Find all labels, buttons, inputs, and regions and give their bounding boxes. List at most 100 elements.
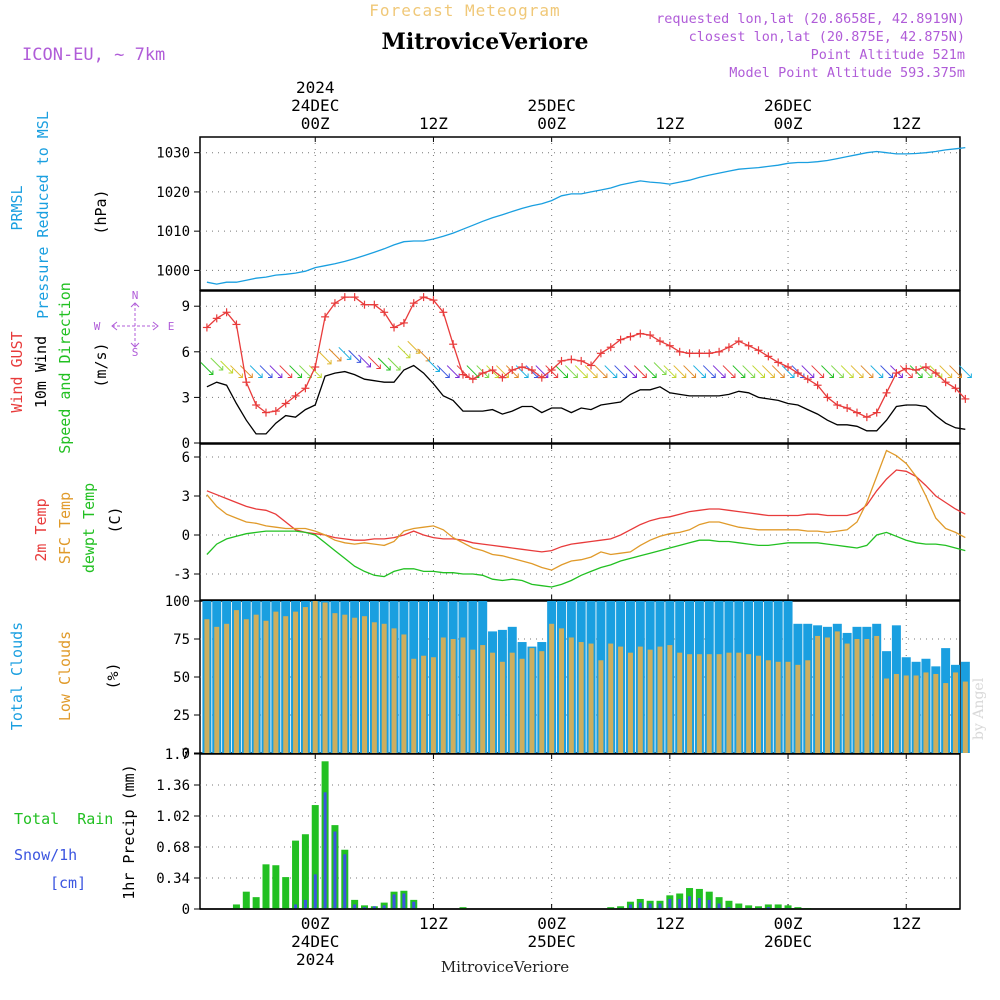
low-cloud-bar: [687, 654, 693, 753]
wind-direction-arrow-head: [366, 362, 371, 368]
wind-dir-label: Speed and Direction: [56, 282, 74, 454]
gust-marker: [439, 308, 448, 317]
wind-direction-arrow-head: [287, 373, 293, 379]
gust-marker: [271, 407, 280, 416]
wind-direction-arrow-head: [661, 370, 667, 376]
watermark: by Angel: [971, 677, 987, 740]
low-cloud-bar: [696, 654, 702, 753]
low-cloud-bar: [834, 631, 840, 753]
wind-direction-arrow-head: [967, 373, 972, 379]
wind-direction-arrow: [683, 365, 697, 379]
wind-direction-arrow: [643, 365, 657, 379]
low-cloud-bar: [726, 652, 732, 753]
rain-bar: [311, 805, 319, 909]
wind-direction-arrow-head: [573, 373, 578, 379]
gust-marker: [350, 293, 359, 302]
wind-direction-arrow: [338, 346, 352, 360]
low-cloud-bar: [893, 673, 899, 753]
low-cloud-bar: [233, 610, 239, 753]
wind-direction-arrow-shaft: [653, 362, 667, 375]
wind-direction-arrow: [732, 365, 746, 379]
low-cloud-bar: [588, 643, 594, 753]
wind-direction-arrow: [939, 365, 953, 379]
compass-e: E: [168, 320, 175, 333]
wind-direction-arrow-shaft: [200, 362, 214, 375]
rain-bar: [754, 906, 762, 909]
wind-direction-arrow: [279, 365, 293, 379]
y-tick-label: 1020: [156, 185, 190, 201]
location-title: MitroviceVeriore: [382, 29, 589, 55]
gust-marker: [508, 366, 517, 375]
wind-direction-arrow-shaft: [584, 365, 598, 378]
wind-direction-arrow: [220, 360, 234, 374]
gust-marker: [370, 300, 379, 309]
wind-direction-arrow-shaft: [860, 365, 874, 378]
sfc-temp-label: SFC Temp: [56, 492, 74, 564]
wind-direction-arrow: [387, 357, 401, 371]
snow-bar: [766, 907, 770, 909]
low-cloud-bar: [755, 655, 761, 753]
wind-direction-arrow-shaft: [702, 365, 716, 378]
gust-marker: [468, 375, 477, 384]
bottom-time-label: 00Z: [774, 914, 803, 933]
gust-marker: [212, 314, 221, 323]
wind-speed-label: 10m Wind: [32, 336, 50, 408]
top-time-label: 26DEC: [764, 96, 812, 115]
gust-marker: [872, 408, 881, 417]
gust-marker: [360, 300, 369, 309]
wind-direction-arrow: [949, 365, 962, 379]
gust-marker: [793, 369, 802, 378]
low-cloud-bar: [933, 673, 939, 753]
snow-bar: [697, 898, 701, 909]
wind-direction-arrow-head: [642, 373, 647, 379]
wind-direction-arrow: [821, 365, 834, 379]
y-tick-label: 25: [173, 708, 190, 724]
wind-direction-arrow: [348, 350, 362, 363]
compass-w: W: [94, 320, 101, 333]
snow-label: Snow/1h: [14, 846, 77, 864]
y-tick-label: 0: [182, 528, 190, 544]
wind-direction-arrow-head: [208, 370, 214, 376]
wind-direction-arrow: [574, 365, 588, 379]
wind-direction-arrow-head: [593, 373, 598, 379]
y-tick-label: 1030: [156, 146, 190, 162]
low-cloud-bar: [627, 652, 633, 753]
low-cloud-bar: [844, 643, 850, 753]
low-cloud-bar: [647, 649, 653, 753]
low-cloud-bar: [371, 622, 377, 753]
wind-direction-arrow-head: [514, 373, 519, 379]
compass-n: N: [132, 289, 139, 302]
wind-direction-arrow-shaft: [643, 365, 657, 378]
wind-direction-arrow-shaft: [801, 365, 815, 378]
snow-bar: [727, 907, 731, 909]
rain-bar: [745, 905, 753, 909]
gust-marker: [665, 341, 674, 350]
y-tick-label: 100: [165, 594, 190, 610]
wind-direction-arrow-shaft: [338, 346, 352, 360]
rain-bar: [784, 905, 792, 909]
wind-direction-arrow-head: [918, 373, 923, 379]
wind-direction-arrow-shaft: [377, 357, 391, 371]
rain-bar: [715, 897, 723, 909]
wind-direction-arrow-head: [780, 373, 785, 379]
sfc-temp-line: [206, 449, 966, 571]
y-tick-label: 0: [182, 436, 190, 452]
wind-direction-arrow-head: [317, 373, 322, 379]
prmsl-desc-label: Pressure Reduced to MSL: [34, 111, 52, 319]
wind-direction-arrow-head: [711, 373, 716, 379]
wind-direction-arrow: [663, 365, 677, 379]
wind-direction-arrow-shaft: [673, 365, 687, 378]
model-altitude: Model Point Altitude 593.375m: [729, 65, 965, 81]
wind-direction-arrow-shaft: [752, 365, 765, 378]
low-cloud-bar: [795, 664, 801, 753]
point-altitude: Point Altitude 521m: [811, 47, 965, 63]
gust-marker: [242, 378, 251, 387]
snow-bar: [678, 898, 682, 909]
low-cloud-bar: [923, 672, 929, 753]
wind-direction-arrow-shaft: [230, 365, 243, 378]
wind-direction-arrow-shaft: [466, 365, 480, 378]
wind-direction-arrow-head: [947, 373, 953, 379]
wind-direction-arrow-shaft: [712, 365, 726, 378]
rain-bar: [774, 904, 782, 909]
wind-direction-arrow: [850, 365, 864, 379]
